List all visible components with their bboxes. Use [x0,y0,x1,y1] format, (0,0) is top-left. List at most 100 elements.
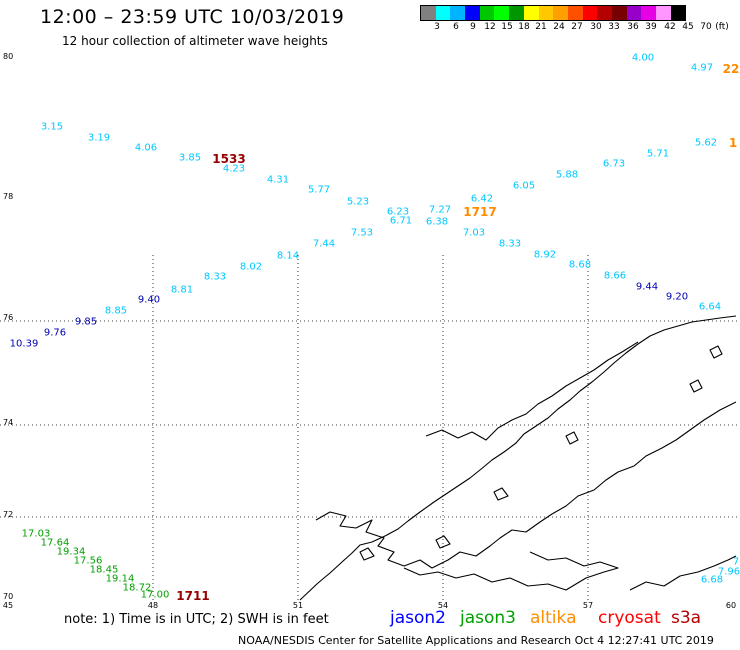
wave-height-label: 6.68 [700,574,724,586]
color-swatch [435,6,451,20]
wave-height-label: 8.14 [276,250,300,262]
color-scale-label: 18 [518,22,530,32]
wave-height-label: 8.66 [603,270,627,282]
color-swatch [597,6,612,20]
wave-height-label: 8.85 [104,305,128,317]
wave-height-label: 8.81 [170,284,194,296]
longitude-label: 57 [582,601,594,610]
mission-jason2: jason2 [390,608,446,628]
color-swatch [582,6,598,20]
wave-height-label: 9.40 [137,294,161,306]
wave-height-label: 4.23 [222,163,246,175]
color-scale-label: 36 [627,22,639,32]
pass-time-label: 1717 [463,205,497,219]
color-swatch [523,6,539,20]
wave-height-label: 17.56 [73,555,103,567]
greenland-coastline [299,315,737,601]
color-scale-bar [420,5,687,21]
pass-time-label: 22 [722,62,740,76]
color-scale-label: 27 [571,22,583,32]
color-swatch [494,6,510,20]
mission-s3a: s3a [671,608,702,628]
wave-height-label: 19.14 [105,573,135,585]
color-scale-label: 33 [608,22,620,32]
map-subtitle: 12 hour collection of altimeter wave hei… [62,34,328,48]
wave-height-label: 5.71 [646,148,670,160]
coastline-inner [425,341,639,441]
color-swatch [626,6,642,20]
wave-height-label: 10.39 [9,338,39,350]
longitude-label: 45 [2,601,14,610]
wave-height-label: 7 [732,556,740,568]
wave-height-label: 7.03 [462,227,486,239]
wave-height-label: 8.92 [533,249,557,261]
color-scale-label: 24 [553,22,565,32]
mission-jason3: jason3 [460,608,516,628]
wave-height-label: 18.45 [89,564,119,576]
wave-height-label: 4.31 [266,174,290,186]
wave-height-label: 6.64 [698,301,722,313]
color-scale-label: 21 [535,22,547,32]
mission-altika: altika [530,608,577,628]
wave-height-label: 3.19 [87,132,111,144]
longitude-label: 48 [147,601,159,610]
wave-height-label: 8.33 [498,238,522,250]
coastline-fjords [315,401,737,569]
color-swatch [611,6,627,20]
wave-height-label: 6.23 [386,206,410,218]
wave-height-label: 7.44 [312,238,336,250]
color-swatch [450,6,466,20]
wave-height-label: 7.53 [350,227,374,239]
wave-height-label: 3.85 [178,152,202,164]
wave-height-label: 5.77 [307,184,331,196]
latitude-label: 70 [3,592,14,601]
map-title: 12:00 – 23:59 UTC 10/03/2019 [40,6,345,28]
wave-height-label: 4.97 [690,62,714,74]
color-swatch [509,6,524,20]
coastline-main [299,315,737,601]
latitude-label: 80 [3,52,14,61]
longitude-label: 60 [725,601,737,610]
pass-time-label: 1533 [212,152,246,166]
color-scale-label: 30 [590,22,602,32]
graticule [0,255,740,600]
color-scale-label: 9 [470,22,476,32]
footnote: note: 1) Time is in UTC; 2) SWH is in fe… [64,612,329,627]
wave-height-label: 7.96 [717,566,740,578]
color-swatch [670,6,686,20]
pass-time-label: 1 [728,136,738,150]
wave-height-label: 5.23 [346,196,370,208]
wave-height-label: 6.73 [602,158,626,170]
wave-height-label: 6.71 [389,215,413,227]
wave-height-label: 5.88 [555,169,579,181]
wave-height-label: 18.72 [122,582,152,594]
wave-height-label: 4.06 [134,142,158,154]
wave-height-label: 6.05 [512,180,536,192]
color-scale-label: 15 [501,22,513,32]
color-swatch [641,6,656,20]
wave-height-label: 8.02 [239,261,263,273]
latitude-label: 74 [3,418,14,427]
wave-height-label: 8.33 [203,271,227,283]
wave-height-label: 19.34 [56,546,86,558]
wave-height-label: 17.00 [140,589,170,601]
color-scale-label: 42 [664,22,676,32]
wave-height-label: 3.15 [40,121,64,133]
color-swatch [421,6,436,20]
wave-height-label: 6.42 [470,193,494,205]
wave-height-label: 5.62 [694,137,718,149]
color-scale-label: (ft) [715,22,729,32]
color-scale-label: 12 [484,22,496,32]
color-swatch [538,6,554,20]
coastline-islands [359,345,723,561]
latitude-label: 72 [3,510,14,519]
wave-height-label: 4.00 [631,52,655,64]
credit-line: NOAA/NESDIS Center for Satellite Applica… [238,634,714,647]
color-scale-label: 3 [434,22,440,32]
latitude-label: 78 [3,192,14,201]
color-swatch [465,6,480,20]
wave-height-label: 9.20 [665,291,689,303]
color-swatch [553,6,568,20]
wave-height-label: 17.64 [40,537,70,549]
